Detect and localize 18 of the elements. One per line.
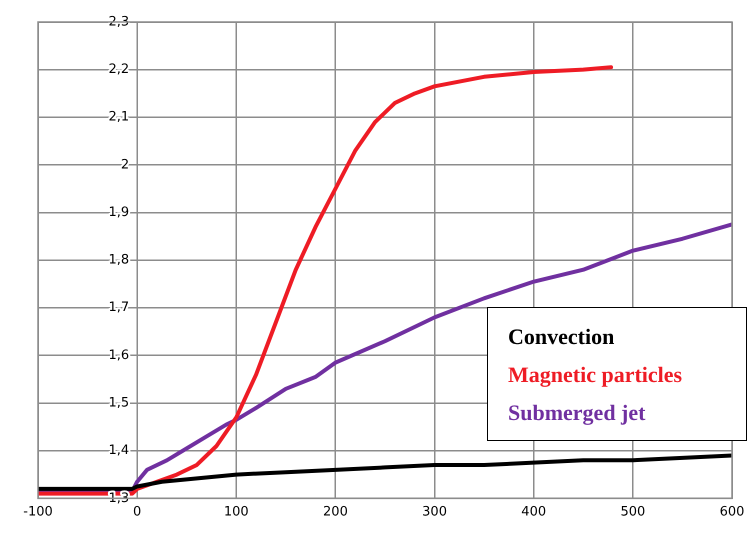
x-tick-label: 600 — [720, 504, 744, 520]
x-tick-label: 400 — [521, 504, 546, 520]
x-tick-label: 200 — [323, 504, 348, 520]
x-tick-label: 300 — [422, 504, 447, 520]
y-tick-label: 1,5 — [108, 395, 130, 410]
x-tick-label: 100 — [224, 504, 249, 520]
y-tick-label: 1,8 — [108, 252, 130, 268]
y-tick-label: 1,9 — [108, 204, 130, 220]
x-tick-label: 500 — [620, 504, 646, 520]
y-tick-label: 1,6 — [108, 348, 130, 363]
x-tick-label: 0 — [133, 504, 142, 520]
x-tick-label: -100 — [23, 504, 53, 520]
y-tick-label: 1,7 — [108, 300, 130, 316]
legend-box: Convection Magnetic particles Submerged jet — [487, 307, 747, 441]
y-tick-label: 2,2 — [108, 62, 130, 78]
y-tick-label: 2,1 — [108, 110, 130, 125]
y-tick-label: 2 — [120, 157, 130, 172]
y-tick-label: 1,4 — [108, 443, 130, 458]
